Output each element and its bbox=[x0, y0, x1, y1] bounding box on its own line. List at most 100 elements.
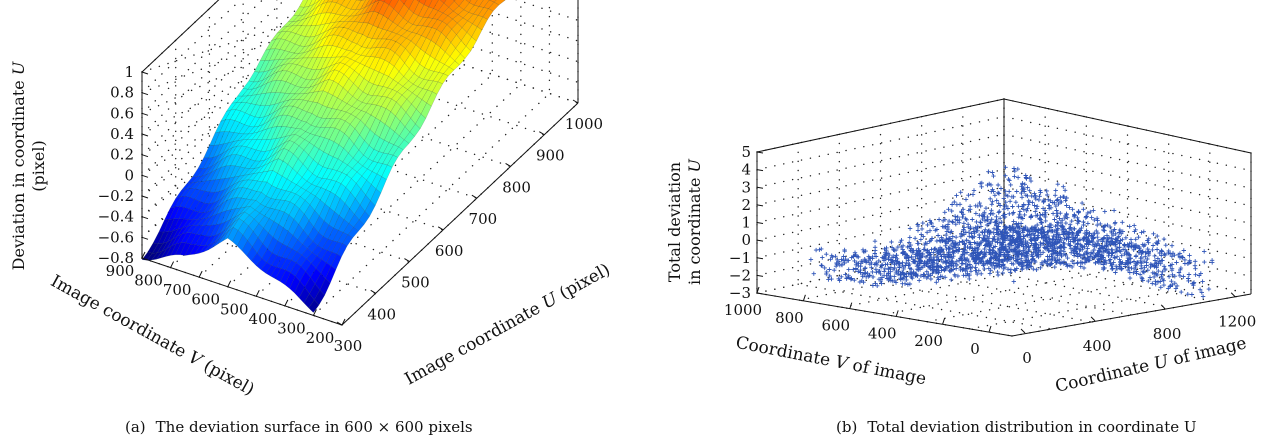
surface-patch bbox=[306, 173, 318, 185]
surface-patch bbox=[296, 177, 308, 188]
surface-patch bbox=[443, 66, 455, 77]
surface-patch bbox=[387, 154, 398, 168]
surface-patch bbox=[199, 190, 211, 204]
surface-patch bbox=[349, 116, 361, 130]
surface-patch bbox=[482, 8, 494, 20]
v-tick-b bbox=[895, 310, 899, 317]
z-axis-unit-a: (pixel) bbox=[29, 140, 48, 191]
surface-patch bbox=[199, 235, 211, 247]
surface-patch bbox=[388, 0, 400, 10]
z-tick-b bbox=[756, 186, 764, 189]
z-tick-a bbox=[141, 216, 149, 220]
surface-patch bbox=[207, 155, 219, 169]
surface-patch bbox=[291, 172, 303, 185]
surface-patch bbox=[296, 66, 308, 78]
z-tick-label-b: 4 bbox=[741, 161, 751, 179]
surface-patch bbox=[417, 17, 429, 27]
surface-patch bbox=[409, 123, 421, 137]
surface-patch bbox=[378, 59, 390, 75]
surface-patch bbox=[303, 293, 315, 309]
surface-patch bbox=[217, 142, 229, 157]
surface-patch bbox=[331, 170, 343, 182]
surface-patch bbox=[391, 25, 403, 35]
surface-patch bbox=[308, 299, 320, 313]
surface-patch bbox=[339, 186, 351, 204]
surface-patch bbox=[372, 12, 384, 28]
surface-patch bbox=[294, 196, 306, 210]
z-axis-label-b-line1: Total deviation bbox=[665, 162, 684, 282]
surface-patch bbox=[263, 218, 275, 234]
surface-patch bbox=[213, 189, 225, 204]
surface-patch bbox=[311, 3, 323, 17]
v-tick-a bbox=[227, 280, 232, 287]
surface-patch bbox=[416, 88, 428, 100]
surface-patch bbox=[289, 43, 301, 54]
surface-patch bbox=[311, 245, 323, 257]
grid-line-b bbox=[962, 248, 1212, 302]
surface-patch bbox=[417, 79, 429, 89]
u-tick-a bbox=[505, 162, 511, 167]
surface-patch bbox=[376, 96, 388, 107]
surface-patch bbox=[190, 225, 203, 235]
surface-patch bbox=[344, 192, 356, 210]
z-tick-b bbox=[756, 274, 764, 277]
z-tick-label-a: 1 bbox=[124, 63, 134, 81]
surface-patch bbox=[353, 74, 365, 89]
surface-patch bbox=[189, 188, 201, 200]
surface-patch bbox=[309, 283, 321, 301]
surface-patch bbox=[383, 0, 392, 6]
surface-patch bbox=[172, 218, 184, 232]
surface-patch bbox=[194, 234, 206, 246]
surface-patch bbox=[382, 76, 394, 89]
z-tick-label-a: 0.4 bbox=[110, 125, 134, 143]
surface-patch bbox=[328, 211, 340, 229]
surface-patch bbox=[300, 190, 312, 201]
surface-patch bbox=[333, 71, 345, 85]
v-tick-a bbox=[170, 261, 175, 268]
surface-patch bbox=[356, 165, 368, 177]
surface-patch bbox=[292, 223, 304, 241]
surface-patch bbox=[291, 251, 302, 263]
surface-patch bbox=[268, 209, 280, 222]
surface-patch bbox=[266, 252, 278, 266]
surface-patch bbox=[364, 200, 376, 217]
surface-patch bbox=[317, 151, 329, 167]
surface-patch bbox=[280, 81, 292, 94]
surface-patch bbox=[279, 39, 291, 51]
surface-patch bbox=[216, 199, 228, 215]
z-tick-a bbox=[141, 236, 149, 240]
u-tick-label-b: 1200 bbox=[1218, 313, 1256, 331]
surface-patch bbox=[410, 33, 422, 46]
surface-patch bbox=[389, 115, 401, 133]
v-tick-a bbox=[284, 299, 289, 307]
surface-patch bbox=[353, 13, 365, 23]
surface-patch bbox=[248, 167, 260, 175]
grid-line-b bbox=[879, 265, 1133, 316]
surface-patch bbox=[335, 183, 347, 199]
v-tick-label-a: 200 bbox=[306, 329, 335, 347]
surface-patch bbox=[296, 57, 308, 67]
surface-patch bbox=[429, 43, 441, 60]
surface-patch bbox=[265, 185, 277, 199]
surface-patch bbox=[280, 258, 292, 271]
surface-patch bbox=[233, 218, 244, 231]
axis-line-a bbox=[341, 102, 579, 326]
z-tick-label-a: −0.6 bbox=[98, 228, 134, 246]
surface-patch bbox=[311, 102, 323, 117]
surface-patch bbox=[236, 234, 248, 252]
surface-patch bbox=[289, 193, 301, 205]
surface-patch bbox=[270, 187, 282, 200]
surface-patch bbox=[375, 106, 387, 122]
caption-b: (b) Total deviation distribution in coord… bbox=[836, 418, 1197, 436]
surface-patch bbox=[425, 27, 437, 41]
surface-patch bbox=[355, 188, 366, 206]
axis-line-a bbox=[141, 0, 220, 73]
surface-patch bbox=[354, 119, 366, 136]
surface-patch bbox=[245, 103, 257, 116]
surface-patch bbox=[330, 2, 342, 15]
surface-patch bbox=[315, 117, 327, 128]
surface-patch bbox=[420, 102, 432, 119]
surface-patch bbox=[251, 252, 263, 266]
v-tick-b bbox=[942, 318, 946, 325]
v-axis-label-a: Image coordinate V (pixel) bbox=[47, 271, 257, 400]
